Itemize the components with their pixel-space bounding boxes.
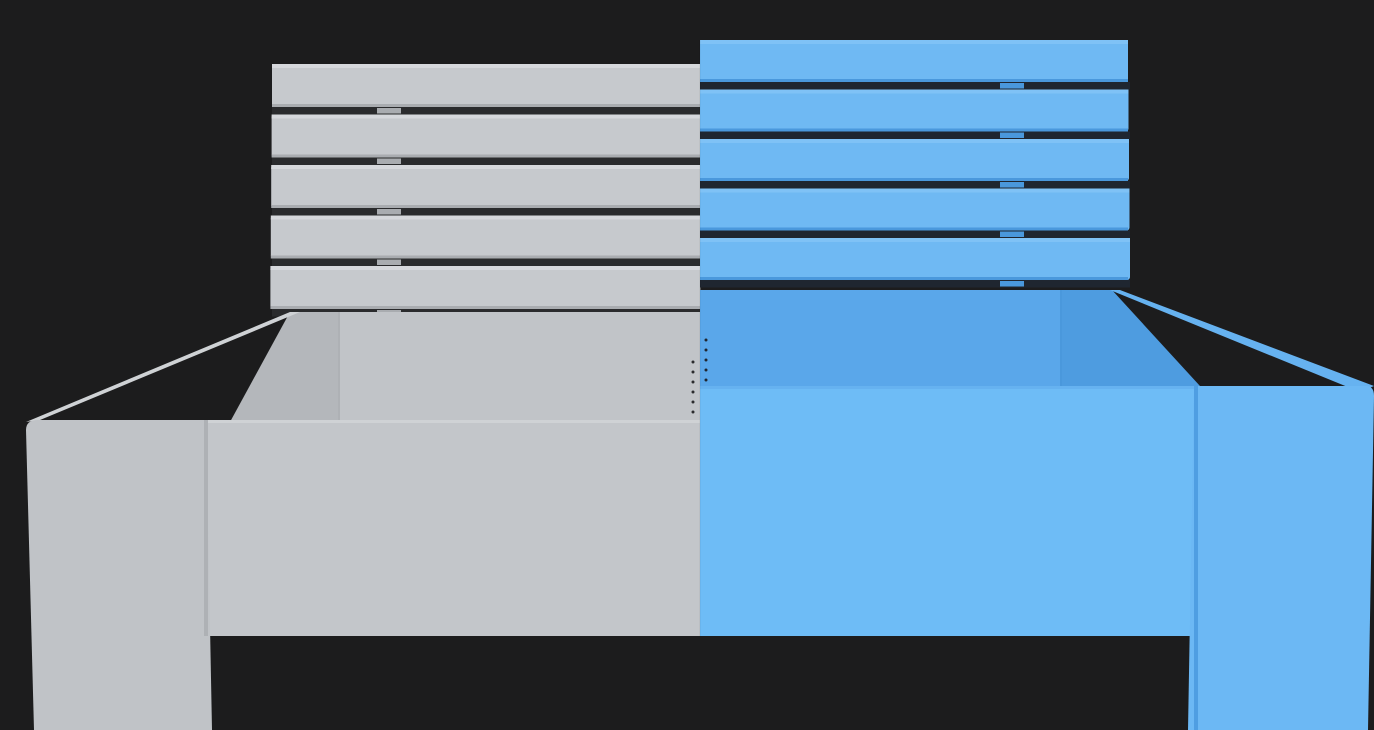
half-divider-seam bbox=[699, 40, 701, 636]
slat-support-left bbox=[377, 209, 401, 215]
slat-gap-right bbox=[700, 230, 1130, 238]
slat-edge-left bbox=[270, 306, 701, 309]
hardware-dot-left bbox=[691, 390, 695, 394]
inner-back-wall-left bbox=[290, 312, 702, 422]
backrest-slat-left bbox=[270, 266, 701, 309]
left-post-leg bbox=[26, 420, 212, 730]
right-post-seam bbox=[1194, 386, 1198, 730]
hardware-dot-right bbox=[704, 358, 708, 362]
under-bench-shadow-left bbox=[212, 636, 702, 730]
hardware-dot-left bbox=[691, 380, 695, 384]
slat-edge-right bbox=[700, 79, 1128, 82]
slat-support-right bbox=[1000, 231, 1024, 237]
slat-edge-right bbox=[700, 227, 1128, 231]
backrest-slat-right bbox=[700, 188, 1130, 231]
left-post-seam bbox=[204, 420, 208, 636]
backrest-slat-left bbox=[271, 165, 702, 208]
slat-highlight-left bbox=[270, 266, 701, 270]
slat-highlight-right bbox=[700, 89, 1129, 94]
slat-edge-left bbox=[271, 205, 702, 208]
slat-edge-left bbox=[272, 104, 702, 107]
backrest-slat-right bbox=[700, 40, 1128, 82]
slat-support-left bbox=[377, 108, 401, 114]
hardware-dot-right bbox=[704, 348, 708, 352]
hardware-dot-left bbox=[691, 370, 695, 374]
slat-highlight-left bbox=[272, 64, 702, 68]
inner-side-wall-right bbox=[1062, 290, 1200, 386]
slat-edge-right bbox=[700, 128, 1128, 132]
inner-seam-right bbox=[1060, 290, 1062, 386]
front-panel-top-edge-left bbox=[204, 420, 702, 423]
backrest-slat-right bbox=[700, 89, 1129, 132]
slat-highlight-left bbox=[271, 114, 702, 119]
front-panel-right bbox=[700, 386, 1196, 636]
hardware-dot-left bbox=[691, 360, 695, 364]
slat-highlight-right bbox=[700, 139, 1129, 143]
slat-highlight-right bbox=[700, 40, 1128, 44]
slat-highlight-right bbox=[700, 188, 1130, 193]
inner-side-wall-left bbox=[230, 312, 338, 422]
slat-support-left bbox=[377, 158, 401, 164]
slat-gap-left bbox=[272, 157, 702, 165]
slat-highlight-right bbox=[700, 238, 1130, 242]
slat-edge-left bbox=[271, 154, 702, 158]
slat-edge-right bbox=[700, 277, 1128, 280]
inner-seam-left bbox=[338, 312, 340, 422]
slat-gap-right bbox=[700, 181, 1130, 189]
hardware-dot-left bbox=[691, 410, 695, 414]
hardware-dot-left bbox=[691, 400, 695, 404]
slat-gap-left bbox=[272, 258, 702, 266]
backrest-slat-left bbox=[271, 114, 702, 158]
backrest-slat-right bbox=[700, 139, 1129, 181]
side-top-rail-right bbox=[1110, 290, 1374, 392]
slat-support-right bbox=[1000, 281, 1024, 287]
under-bench-shadow-right bbox=[700, 636, 1188, 730]
hardware-dot-right bbox=[704, 378, 708, 382]
slat-gap-left bbox=[272, 208, 702, 216]
backrest-slat-left bbox=[270, 215, 701, 259]
backrest-slat-right bbox=[700, 238, 1130, 280]
bench-right-half-blue bbox=[699, 40, 1374, 730]
slat-gap-right bbox=[700, 131, 1130, 139]
hardware-dot-right bbox=[704, 338, 708, 342]
side-top-rail-left bbox=[26, 312, 300, 422]
inner-back-wall-right bbox=[700, 290, 1110, 386]
slat-gap-left bbox=[272, 107, 702, 115]
hardware-dot-right bbox=[704, 368, 708, 372]
slat-highlight-left bbox=[270, 215, 701, 220]
right-post-leg bbox=[1188, 386, 1374, 730]
slat-highlight-left bbox=[271, 165, 702, 169]
slat-support-left bbox=[377, 259, 401, 265]
slat-gap-right bbox=[700, 82, 1130, 90]
slat-gap-right bbox=[700, 280, 1130, 288]
backrest-slat-left bbox=[272, 64, 702, 107]
bench-left-half-grey bbox=[26, 64, 702, 730]
slat-edge-left bbox=[270, 255, 701, 259]
front-panel-left bbox=[204, 420, 702, 636]
front-panel-top-edge-right bbox=[700, 386, 1196, 389]
slat-support-right bbox=[1000, 182, 1024, 188]
slat-support-right bbox=[1000, 83, 1024, 89]
slat-support-right bbox=[1000, 132, 1024, 138]
slat-edge-right bbox=[700, 178, 1128, 181]
